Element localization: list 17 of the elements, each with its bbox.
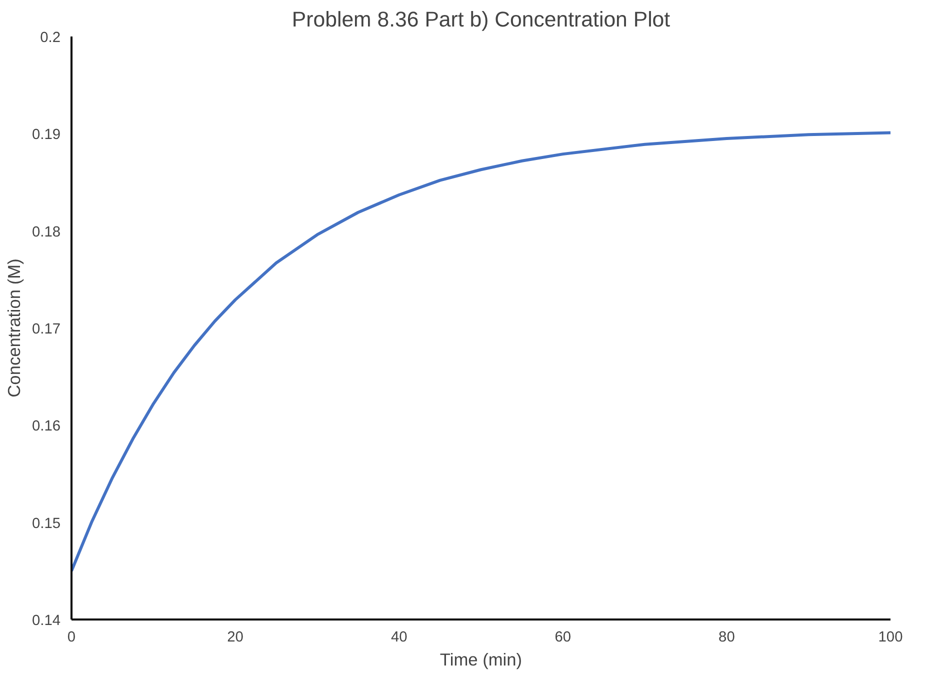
y-axis-title: Concentration (M) — [4, 258, 24, 398]
x-axis-title: Time (min) — [440, 650, 522, 670]
x-tick-label: 100 — [878, 630, 903, 646]
y-tick-label: 0.19 — [32, 127, 61, 144]
x-tick-label: 60 — [554, 630, 572, 646]
y-tick-label: 0.16 — [32, 418, 61, 435]
x-tick-label: 20 — [227, 630, 244, 646]
x-tick-label: 80 — [718, 630, 735, 646]
y-tick-label: 0.15 — [32, 516, 61, 532]
x-tick-label: 0 — [67, 630, 76, 646]
y-tick-label: 0.17 — [32, 322, 61, 338]
chart-title: Problem 8.36 Part b) Concentration Plot — [292, 8, 670, 32]
y-tick-label: 0.18 — [32, 224, 61, 240]
y-tick-label: 0.2 — [40, 30, 60, 46]
x-tick-label: 40 — [390, 630, 408, 646]
y-tick-label: 0.14 — [32, 613, 61, 629]
line-series — [72, 131, 890, 572]
